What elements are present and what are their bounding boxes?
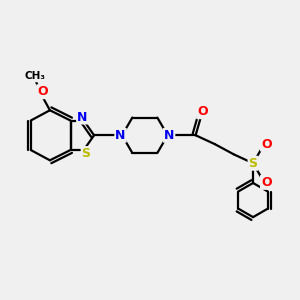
Text: O: O <box>261 176 272 189</box>
Text: O: O <box>261 138 272 151</box>
Text: N: N <box>116 129 126 142</box>
Text: S: S <box>82 147 91 160</box>
Text: S: S <box>249 157 258 170</box>
Text: O: O <box>197 105 208 118</box>
Text: N: N <box>164 129 174 142</box>
Text: O: O <box>37 85 48 98</box>
Text: CH₃: CH₃ <box>24 71 45 81</box>
Text: N: N <box>77 110 88 124</box>
